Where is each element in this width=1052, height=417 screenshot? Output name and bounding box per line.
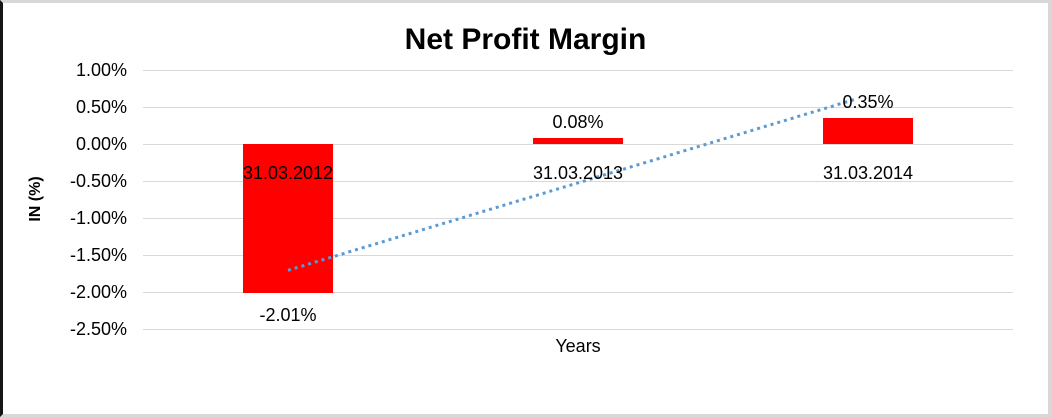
gridline [143, 329, 1013, 330]
bar-31.03.2014 [823, 118, 913, 144]
y-tick-label: -2.00% [69, 282, 127, 302]
y-tick-label: -0.50% [69, 171, 127, 191]
category-label: 31.03.2013 [532, 163, 624, 183]
value-label: 0.08% [552, 112, 604, 133]
y-tick-label: -1.00% [69, 208, 127, 228]
category-label: 31.03.2014 [822, 163, 914, 183]
y-tick-label: 1.00% [75, 60, 127, 80]
y-tick-label: 0.00% [75, 134, 127, 154]
category-label: 31.03.2012 [242, 163, 334, 183]
y-tick-label: -1.50% [69, 245, 127, 265]
gridline [143, 292, 1013, 293]
bar-31.03.2013 [533, 138, 623, 144]
value-label: 0.35% [842, 92, 894, 113]
value-label: -2.01% [259, 304, 317, 325]
y-tick-label: 0.50% [75, 97, 127, 117]
gridline [143, 70, 1013, 71]
x-axis-title: Years [555, 336, 601, 356]
y-tick-label: -2.50% [69, 319, 127, 339]
chart-title: Net Profit Margin [404, 23, 647, 56]
